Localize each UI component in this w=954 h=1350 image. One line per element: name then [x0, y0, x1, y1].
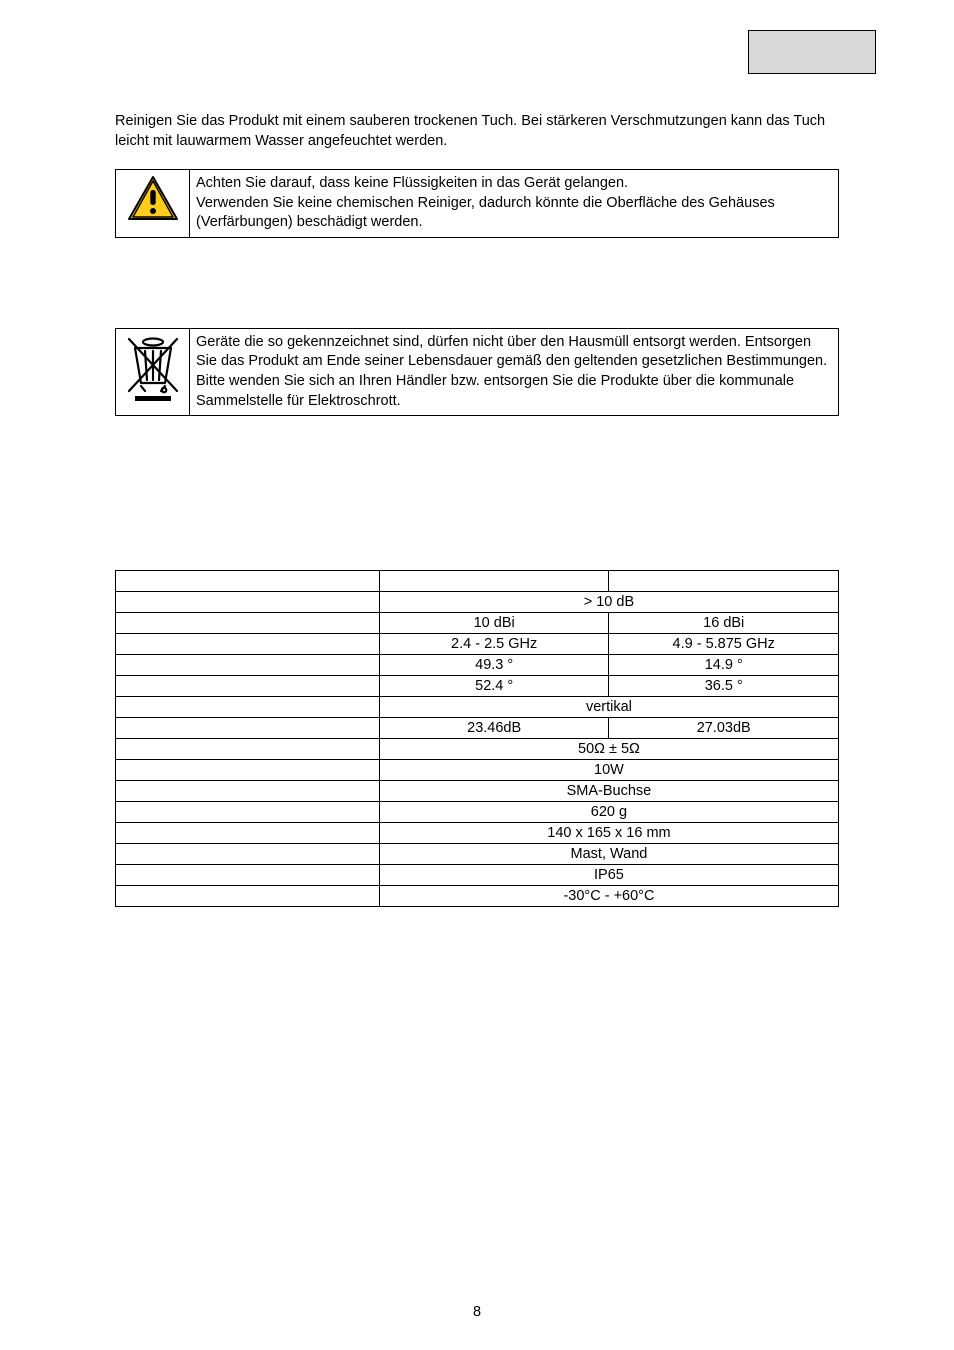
spec-value: 10W: [379, 760, 838, 781]
spec-value: 10 dBi: [379, 613, 609, 634]
spec-label: [116, 634, 380, 655]
weee-icon-cell: [116, 328, 190, 415]
spec-label: [116, 844, 380, 865]
spec-value: SMA-Buchse: [379, 781, 838, 802]
spec-label: [116, 718, 380, 739]
spec-label: [116, 676, 380, 697]
spec-label: [116, 613, 380, 634]
spec-label: [116, 739, 380, 760]
intro-text: Reinigen Sie das Produkt mit einem saube…: [115, 112, 839, 151]
weee-icon: [125, 333, 181, 405]
spec-head-a: [379, 571, 609, 592]
spec-value: 36.5 °: [609, 676, 839, 697]
caution-line2: Verwenden Sie keine chemischen Reiniger,…: [196, 195, 775, 231]
spec-value: 49.3 °: [379, 655, 609, 676]
disposal-line1: Geräte die so gekennzeichnet sind, dürfe…: [196, 334, 827, 370]
spec-value: 16 dBi: [609, 613, 839, 634]
spec-value: 4.9 - 5.875 GHz: [609, 634, 839, 655]
spec-value: 2.4 - 2.5 GHz: [379, 634, 609, 655]
spec-label: [116, 655, 380, 676]
spec-value: IP65: [379, 865, 838, 886]
spec-value: Mast, Wand: [379, 844, 838, 865]
warning-icon-cell: [116, 170, 190, 238]
spec-label: [116, 802, 380, 823]
top-grey-box: [748, 30, 876, 74]
spec-label: [116, 592, 380, 613]
spec-value: 620 g: [379, 802, 838, 823]
spec-label: [116, 823, 380, 844]
spec-label: [116, 865, 380, 886]
spec-value: 23.46dB: [379, 718, 609, 739]
spec-label: [116, 886, 380, 907]
caution-text: Achten Sie darauf, dass keine Flüssigkei…: [190, 170, 839, 238]
disposal-line2: Bitte wenden Sie sich an Ihren Händler b…: [196, 373, 794, 409]
spec-value: 50Ω ± 5Ω: [379, 739, 838, 760]
spec-value: 14.9 °: [609, 655, 839, 676]
spec-value: > 10 dB: [379, 592, 838, 613]
spec-label: [116, 571, 380, 592]
spec-head-b: [609, 571, 839, 592]
spec-label: [116, 781, 380, 802]
page-number: 8: [0, 1304, 954, 1320]
disposal-text: Geräte die so gekennzeichnet sind, dürfe…: [190, 328, 839, 415]
spec-value: -30°C - +60°C: [379, 886, 838, 907]
warning-icon: [126, 174, 180, 222]
caution-line1: Achten Sie darauf, dass keine Flüssigkei…: [196, 175, 628, 191]
spec-label: [116, 697, 380, 718]
spec-label: [116, 760, 380, 781]
disposal-box: Geräte die so gekennzeichnet sind, dürfe…: [115, 328, 839, 416]
spec-value: vertikal: [379, 697, 838, 718]
caution-box: Achten Sie darauf, dass keine Flüssigkei…: [115, 169, 839, 238]
spec-table: > 10 dB 10 dBi16 dBi 2.4 - 2.5 GHz4.9 - …: [115, 570, 839, 907]
spec-value: 140 x 165 x 16 mm: [379, 823, 838, 844]
spec-value: 27.03dB: [609, 718, 839, 739]
spec-value: 52.4 °: [379, 676, 609, 697]
